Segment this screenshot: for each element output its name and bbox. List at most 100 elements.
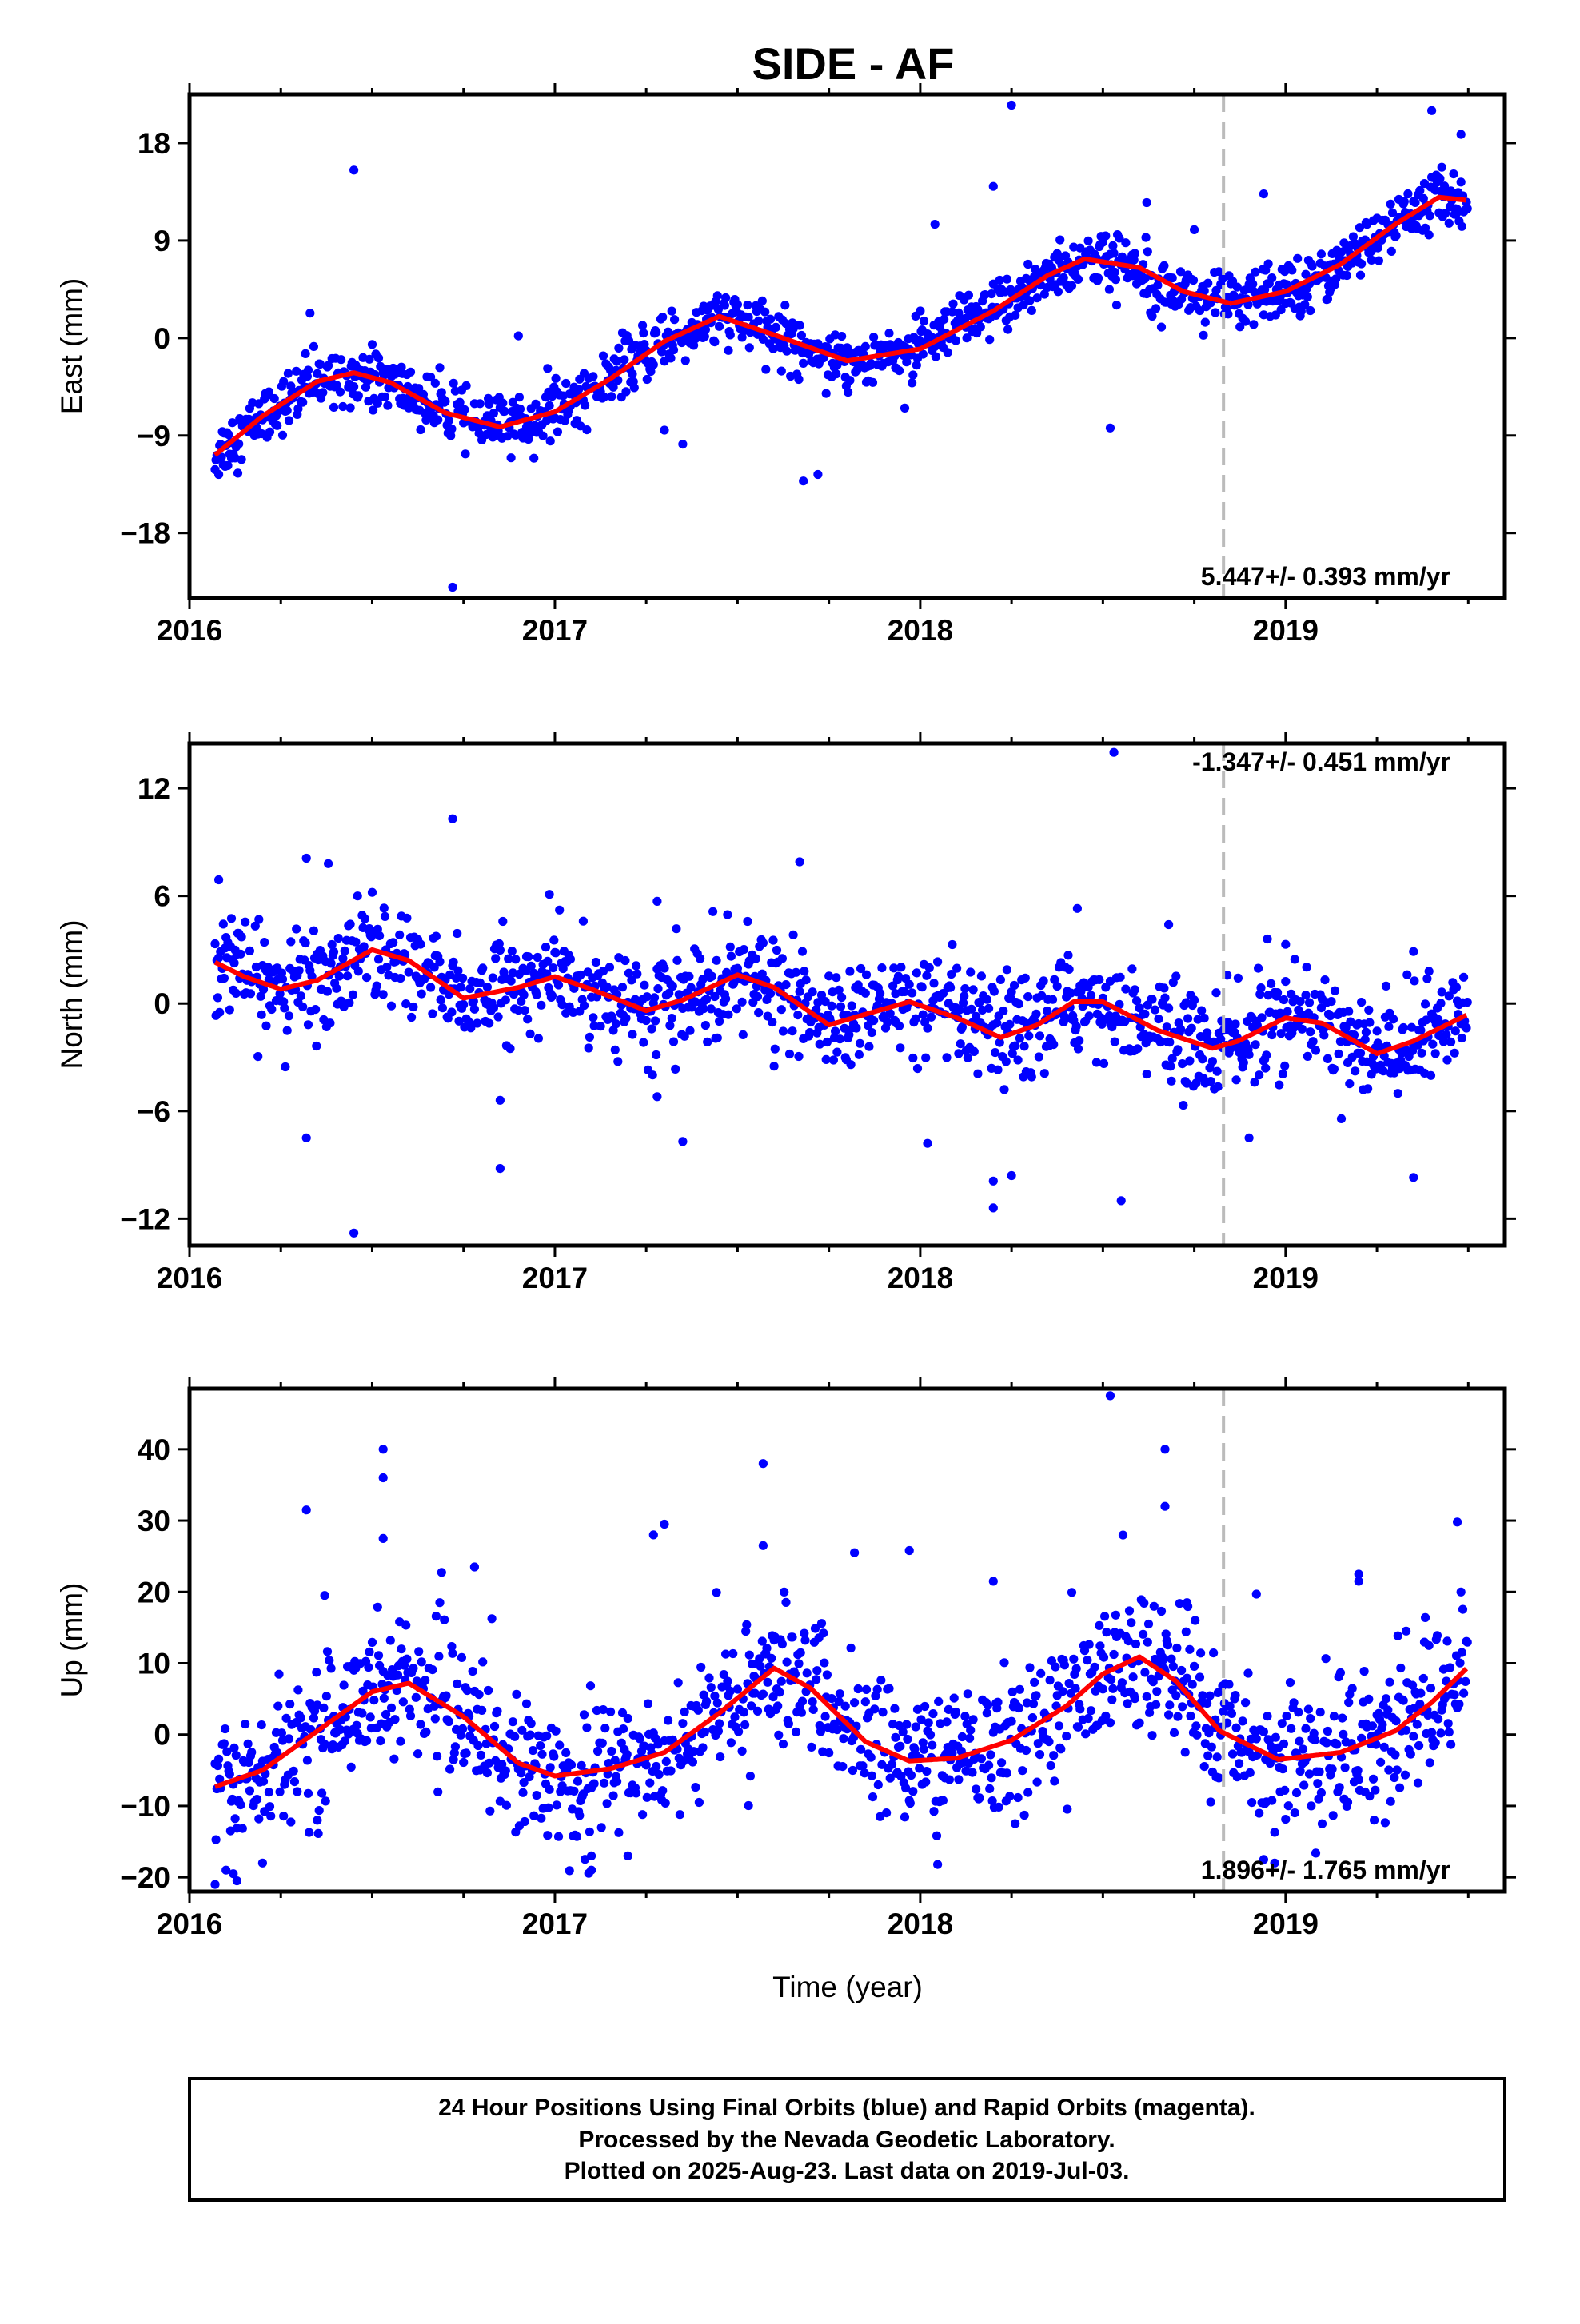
data-point [1127,964,1137,974]
data-point [686,983,696,992]
data-point [284,416,294,425]
data-point [1110,1037,1119,1046]
data-point [474,1690,484,1700]
data-point [912,968,921,978]
outlier-point [1259,1855,1268,1864]
data-point [948,939,957,950]
data-point [1027,1072,1036,1082]
data-point [908,1787,918,1796]
data-point [279,377,289,386]
data-point [1175,1599,1184,1608]
data-point [1207,1057,1217,1066]
data-point [1064,1679,1074,1688]
footer-box: 24 Hour Positions Using Final Orbits (bl… [188,2077,1506,2202]
data-point [312,1668,321,1677]
data-point [405,1711,416,1720]
data-point [1444,1728,1454,1737]
data-point [1353,1766,1363,1776]
data-point [824,1748,834,1758]
data-point [807,1742,816,1752]
data-point [525,1730,535,1740]
data-point [549,963,558,973]
data-point [1073,1044,1083,1054]
data-point [353,391,363,401]
data-point [954,308,964,317]
data-point [269,393,279,404]
data-point [732,1684,743,1694]
data-point [1428,1039,1438,1049]
data-point [708,907,718,916]
data-point [1457,1648,1466,1657]
data-point [600,393,609,402]
data-point [1316,1788,1326,1798]
data-point [684,971,694,981]
footer-line-2: Processed by the Nevada Geodetic Laborat… [578,2127,1115,2153]
data-point [614,1828,624,1837]
outlier-point [1105,1391,1115,1401]
data-point [373,353,384,363]
data-point [882,1808,892,1818]
data-point [1064,964,1074,974]
data-point [434,1652,444,1661]
data-point [478,1657,488,1667]
data-point [1372,1026,1382,1036]
data-point [1131,1639,1141,1649]
data-point [1185,1644,1195,1654]
data-point [949,1693,959,1703]
data-point [816,1619,827,1628]
data-point [985,335,995,345]
data-point [582,1723,592,1732]
data-point [999,1085,1009,1094]
data-point [396,974,405,983]
data-point [1261,1063,1271,1073]
data-point [870,1704,880,1714]
outlier-point [349,165,359,175]
data-point [1311,1848,1321,1858]
data-point [1083,236,1093,245]
data-point [1392,1765,1402,1775]
outlier-point [1263,934,1272,944]
data-point [995,975,1005,984]
data-point [1385,1677,1394,1687]
outlier-point [678,1137,688,1146]
data-point [1034,1052,1043,1062]
data-point [498,916,508,927]
data-point [1454,1700,1464,1709]
data-point [730,1712,740,1722]
data-point [796,1708,807,1717]
data-point [476,1750,486,1760]
data-point [430,1714,440,1724]
data-point [646,367,656,377]
data-point [381,1709,391,1720]
outlier-point [349,1228,359,1238]
data-point [566,1760,577,1770]
data-point [1159,1655,1168,1664]
data-point [1386,199,1395,209]
data-point [1050,1776,1059,1786]
data-point [561,378,571,389]
data-point [1367,1721,1377,1731]
data-point [357,1708,367,1718]
data-point [367,1637,377,1647]
data-point [433,1787,443,1796]
data-point [589,372,598,381]
data-point [1294,1708,1303,1717]
outlier-point [660,1519,669,1529]
data-point [775,1688,784,1697]
data-point [1449,169,1458,179]
data-point [351,937,361,947]
data-point [1335,1668,1345,1677]
data-point [1313,1779,1323,1788]
data-point [776,1005,786,1015]
data-point [309,1713,318,1723]
data-point [284,1734,294,1744]
outlier-point [1007,1170,1016,1181]
data-point [651,1016,660,1026]
data-point [772,945,782,955]
data-point [1287,1724,1296,1733]
data-point [1167,1654,1176,1664]
data-point [685,1026,695,1035]
data-point [1180,1748,1190,1757]
data-point [778,1026,788,1036]
data-point [1027,1713,1037,1723]
